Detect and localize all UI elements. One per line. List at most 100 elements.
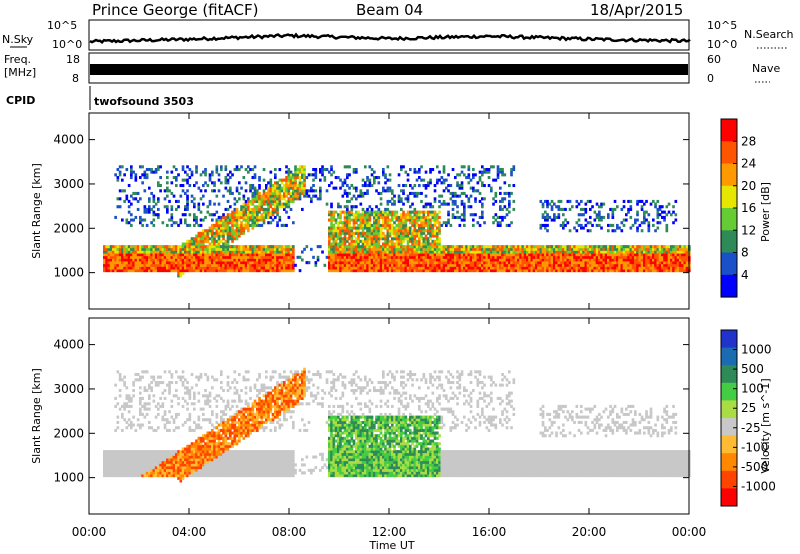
power-cell	[476, 221, 480, 225]
power-cell	[217, 202, 221, 206]
power-cell	[438, 170, 441, 174]
power-cell	[505, 247, 509, 251]
power-cell	[143, 255, 147, 259]
power-cell	[204, 266, 207, 270]
power-cell	[620, 269, 624, 273]
power-cell	[148, 197, 151, 201]
power-cell	[289, 253, 293, 257]
power-cell	[121, 255, 124, 259]
power-cell	[145, 266, 149, 270]
power-cell	[591, 245, 594, 249]
power-cell	[472, 250, 475, 254]
power-cell	[287, 215, 291, 219]
power-cell	[251, 253, 255, 257]
power-cell	[258, 223, 261, 227]
power-cell	[289, 255, 293, 259]
power-cell	[377, 250, 381, 254]
power-cell	[627, 255, 630, 259]
power-cell	[217, 234, 221, 238]
power-cell	[485, 263, 489, 267]
power-cell	[244, 253, 248, 257]
power-cell	[278, 205, 282, 209]
power-cell	[328, 245, 331, 249]
power-cell	[582, 258, 585, 262]
power-cell	[127, 245, 131, 249]
power-cell	[267, 258, 270, 262]
power-cell	[195, 168, 198, 172]
power-cell	[676, 245, 680, 249]
power-cell	[267, 221, 270, 225]
power-cell	[404, 221, 408, 225]
power-cell	[141, 218, 144, 222]
power-cell	[501, 247, 504, 251]
power-cell	[647, 269, 651, 273]
power-cell	[627, 207, 630, 211]
power-cell	[240, 210, 243, 214]
power-cell	[665, 253, 669, 257]
power-cell	[251, 218, 255, 222]
power-cell	[256, 266, 259, 270]
power-cell	[233, 250, 237, 254]
power-cell	[460, 266, 464, 270]
power-cell	[652, 253, 655, 257]
power-cell	[256, 210, 259, 214]
power-cell	[384, 189, 387, 193]
power-cell	[609, 245, 612, 249]
power-cell	[501, 258, 504, 262]
power-cell	[409, 226, 412, 230]
power-cell	[271, 218, 275, 222]
power-cell	[591, 205, 594, 209]
power-cell	[359, 221, 363, 225]
power-cell	[494, 213, 498, 217]
power-cell	[148, 205, 151, 209]
power-cell	[472, 245, 475, 249]
power-cell	[384, 176, 387, 180]
power-cell	[395, 245, 399, 249]
power-cell	[341, 229, 345, 233]
power-cell	[127, 258, 131, 262]
power-cell	[395, 237, 399, 241]
velocity-cell	[103, 471, 106, 475]
power-cell	[181, 247, 185, 251]
power-cell	[406, 245, 410, 249]
power-cell	[427, 202, 430, 206]
power-cell	[226, 226, 230, 230]
power-cell	[118, 189, 122, 193]
power-cell	[233, 261, 237, 265]
power-cell	[654, 266, 657, 270]
power-cell	[233, 247, 237, 251]
power-cell	[292, 197, 295, 201]
power-cell	[206, 210, 210, 214]
power-cell	[593, 269, 597, 273]
power-cell	[303, 173, 306, 177]
power-cell	[589, 247, 592, 251]
power-cell	[499, 255, 502, 259]
power-cell	[242, 253, 246, 257]
power-cell	[285, 210, 288, 214]
power-cell	[157, 263, 160, 267]
power-cell	[483, 247, 486, 251]
power-cell	[289, 181, 293, 185]
power-cell	[679, 245, 682, 249]
power-cell	[224, 223, 228, 227]
velocity-cell	[132, 415, 135, 419]
power-cell	[370, 168, 374, 172]
power-cell	[550, 199, 554, 203]
velocity-cell	[139, 463, 142, 467]
power-cell	[656, 258, 660, 262]
power-cell	[343, 226, 347, 230]
power-cell	[679, 253, 682, 257]
power-cell	[193, 205, 196, 209]
power-cell	[670, 263, 673, 267]
power-cell	[271, 189, 275, 193]
power-cell	[424, 247, 428, 251]
power-cell	[397, 250, 401, 254]
power-cell	[427, 253, 430, 257]
power-cell	[422, 218, 426, 222]
velocity-cell	[127, 466, 131, 470]
power-cell	[620, 250, 624, 254]
power-cell	[424, 215, 428, 219]
power-cell	[278, 266, 282, 270]
velocity-cell	[112, 466, 115, 470]
power-cell	[260, 202, 264, 206]
